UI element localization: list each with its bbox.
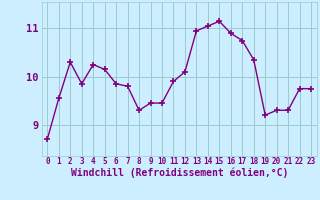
X-axis label: Windchill (Refroidissement éolien,°C): Windchill (Refroidissement éolien,°C) <box>70 168 288 178</box>
